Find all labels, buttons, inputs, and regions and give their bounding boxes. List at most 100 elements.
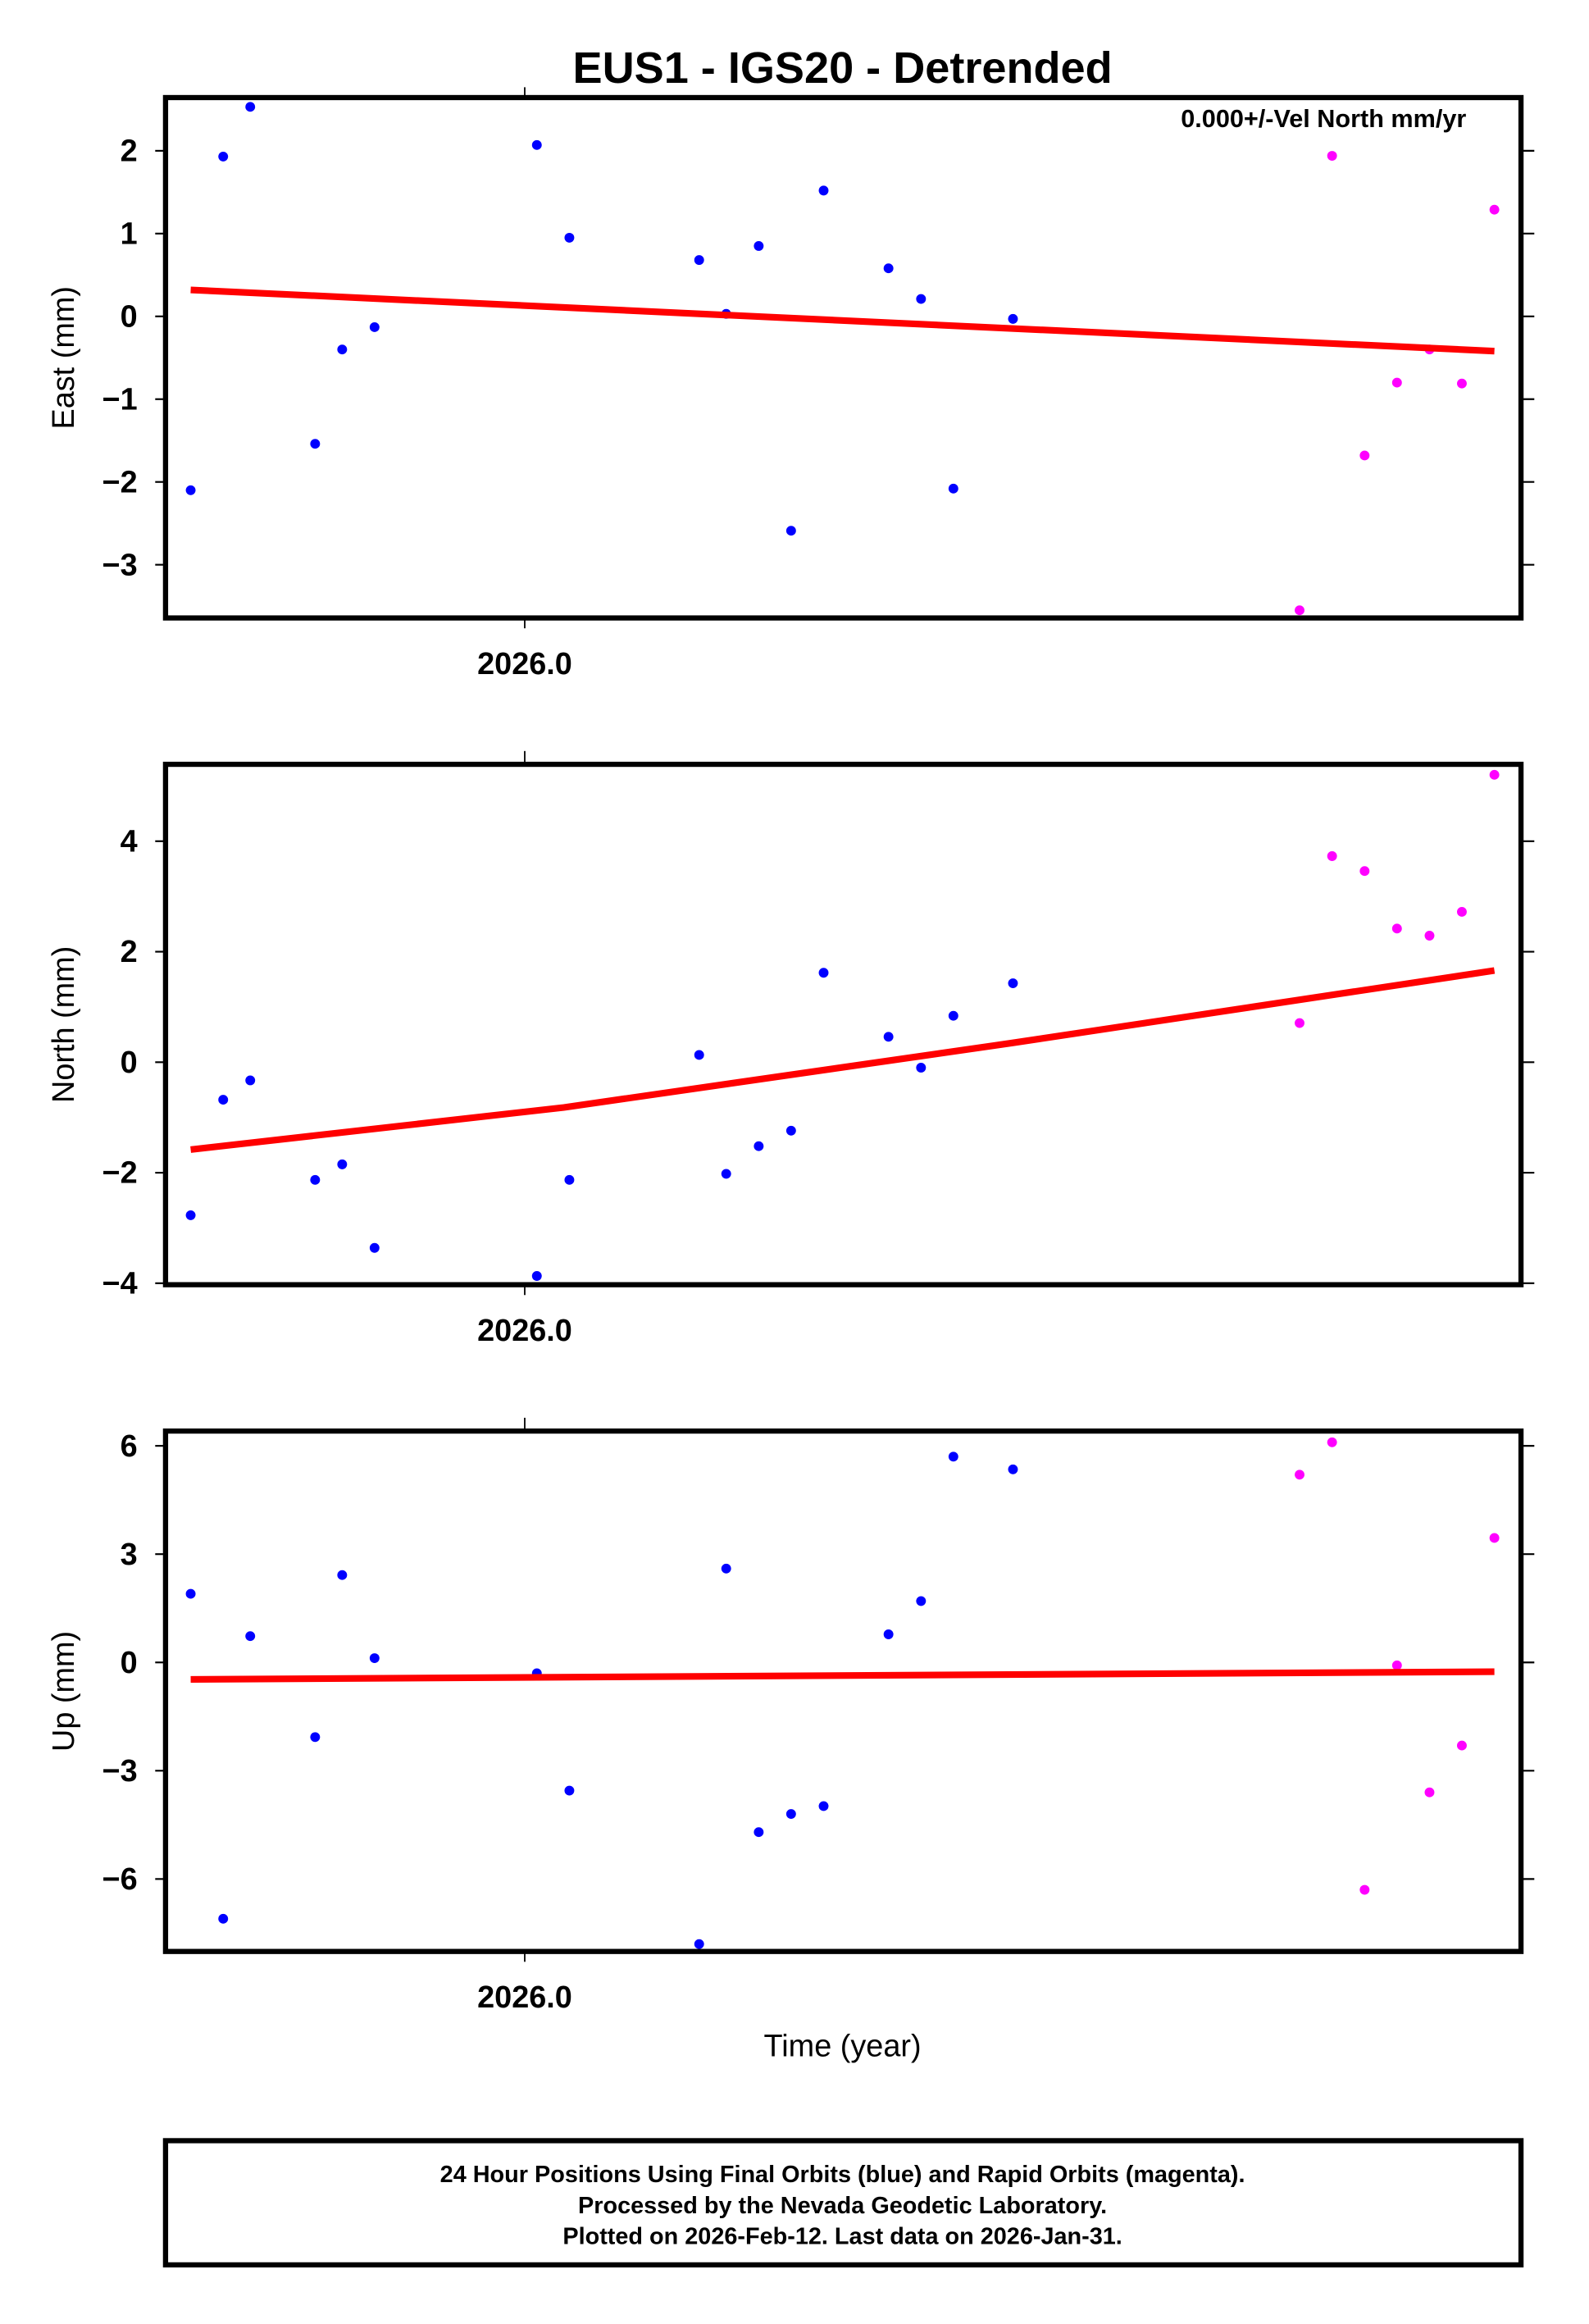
up-x-tick-label: 2026.0 (477, 1980, 572, 2015)
data-point (754, 1141, 764, 1151)
data-point (564, 1174, 575, 1185)
data-point (818, 185, 829, 196)
data-point (1489, 1533, 1500, 1543)
data-point (245, 102, 256, 112)
data-point (310, 1732, 321, 1743)
velocity-annotation: 0.000+/-Vel North mm/yr (1181, 105, 1466, 133)
trend-line (190, 967, 1496, 1153)
east-x-tick-label: 2026.0 (477, 647, 572, 681)
east-y-axis-label: East (mm) (47, 286, 81, 430)
data-point (337, 344, 348, 355)
north-plot-frame (162, 761, 1524, 1287)
up-panel: −6 −3 0 3 6 2026.0 Up (mm) (47, 1417, 1535, 2015)
east-panel: −3 −2 −1 0 1 2 2026.0 East (mm) 0.000+/-Vel N… (47, 87, 1535, 681)
footer-line-3: Plotted on 2026-Feb-12. Last data on 202… (562, 2224, 1122, 2250)
data-point (721, 1563, 731, 1574)
data-point (916, 1063, 927, 1073)
data-point (1327, 151, 1337, 161)
data-point (1008, 1464, 1018, 1474)
y-tick-label: 0 (121, 1046, 138, 1080)
data-point (1489, 204, 1500, 215)
data-point (1327, 851, 1337, 861)
data-point (785, 526, 796, 536)
data-point (1008, 978, 1018, 988)
data-point (1424, 931, 1435, 941)
data-point (564, 1785, 575, 1796)
north-x-tick-label: 2026.0 (477, 1314, 572, 1348)
y-tick-label: −3 (102, 548, 138, 582)
up-data-points (185, 1437, 1500, 1949)
data-point (785, 1125, 796, 1136)
data-point (369, 1242, 380, 1253)
y-tick-label: 1 (121, 216, 138, 251)
data-point (531, 1271, 542, 1281)
footer-line-2: Processed by the Nevada Geodetic Laborat… (578, 2193, 1107, 2219)
data-point (754, 241, 764, 251)
data-point (948, 1010, 958, 1021)
data-point (818, 1801, 829, 1811)
data-point (1295, 1018, 1304, 1028)
y-tick-label: −4 (102, 1266, 138, 1301)
y-tick-label: 4 (121, 824, 138, 859)
north-y-axis-label: North (mm) (47, 946, 81, 1103)
data-point (1391, 1660, 1402, 1670)
data-point (721, 1169, 731, 1179)
chart-title: EUS1 - IGS20 - Detrended (573, 43, 1113, 93)
north-panel: −4 −2 0 2 4 2026.0 North (mm) (47, 750, 1535, 1348)
data-point (531, 139, 542, 150)
y-tick-label: −3 (102, 1754, 138, 1789)
data-point (1359, 450, 1370, 461)
north-trend-line (190, 967, 1496, 1153)
y-tick-label: 3 (121, 1538, 138, 1572)
up-y-axis: −6 −3 0 3 6 (102, 1429, 1535, 1897)
data-point (1359, 1884, 1370, 1895)
data-point (218, 151, 229, 162)
data-point (310, 439, 321, 449)
y-tick-label: 2 (121, 134, 138, 169)
up-plot-frame (162, 1428, 1524, 1954)
data-point (1391, 377, 1402, 388)
y-tick-label: −1 (102, 382, 138, 417)
data-point (916, 294, 927, 304)
data-point (185, 1588, 196, 1599)
data-point (369, 322, 380, 332)
data-point (337, 1570, 348, 1580)
data-point (1359, 866, 1370, 877)
data-point (785, 1809, 796, 1819)
data-point (218, 1095, 229, 1105)
data-point (245, 1075, 256, 1086)
footer-line-1: 24 Hour Positions Using Final Orbits (bl… (440, 2162, 1245, 2188)
data-point (185, 1210, 196, 1220)
east-data-points (185, 102, 1500, 616)
data-point (1008, 313, 1018, 324)
north-data-points (185, 769, 1500, 1281)
data-point (694, 1939, 704, 1949)
y-tick-label: 0 (121, 299, 138, 334)
y-tick-label: −2 (102, 465, 138, 499)
data-point (883, 263, 894, 274)
y-tick-label: −2 (102, 1156, 138, 1191)
data-point (185, 485, 196, 495)
data-point (1327, 1437, 1337, 1447)
up-y-axis-label: Up (mm) (47, 1631, 81, 1752)
data-point (948, 1451, 958, 1462)
x-axis-label: Time (year) (764, 2030, 922, 2064)
up-trend-line (190, 1668, 1495, 1684)
data-point (218, 1913, 229, 1924)
trend-line (190, 286, 1495, 355)
north-y-axis: −4 −2 0 2 4 (102, 824, 1535, 1301)
footer-box (162, 2138, 1524, 2268)
data-point (916, 1596, 927, 1606)
data-point (1391, 923, 1402, 934)
data-point (245, 1631, 256, 1642)
data-point (369, 1653, 380, 1663)
data-point (754, 1827, 764, 1838)
data-point (310, 1174, 321, 1185)
y-tick-label: −6 (102, 1862, 138, 1897)
trend-line (190, 1668, 1495, 1684)
data-point (1457, 1740, 1467, 1751)
data-point (883, 1032, 894, 1042)
data-point (694, 1050, 704, 1060)
data-point (1295, 605, 1304, 616)
